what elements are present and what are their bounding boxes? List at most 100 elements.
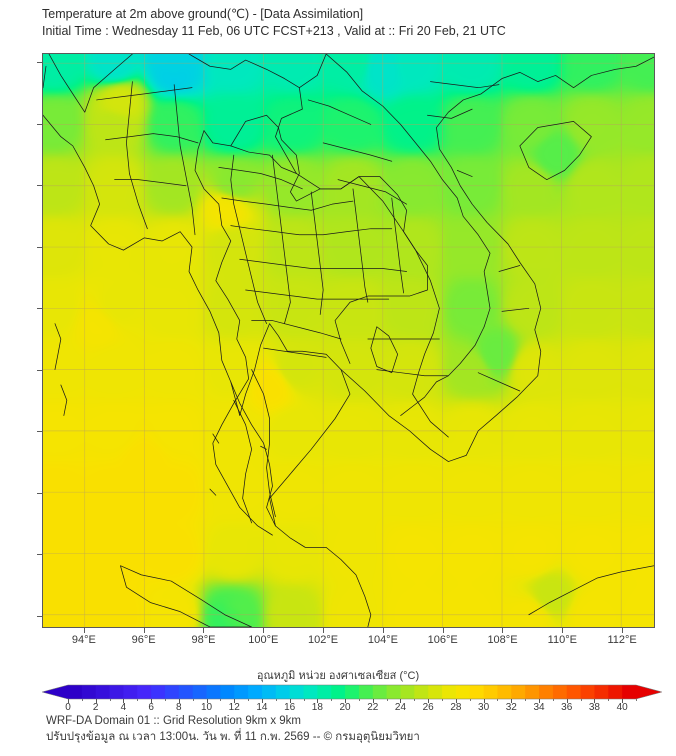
x-axis-tick-mark: [143, 628, 145, 633]
colorbar-tick-mark: [372, 699, 374, 703]
colorbar-minor-tick: [109, 699, 111, 701]
x-axis-tick-label: 112°E: [607, 634, 637, 646]
colorbar-minor-tick: [636, 699, 637, 701]
page-title: Temperature at 2m above ground(℃) - [Dat…: [42, 7, 364, 21]
colorbar-gradient: [42, 684, 662, 700]
colorbar-minor-tick: [552, 699, 554, 701]
colorbar-tick-label: 40: [616, 702, 628, 713]
colorbar-tick-label: 8: [176, 702, 182, 713]
y-axis-tick-mark: [37, 492, 42, 494]
temperature-heatmap-canvas: [43, 54, 654, 627]
y-axis-tick-mark: [37, 123, 42, 125]
colorbar-tick-mark: [234, 699, 236, 703]
colorbar-tick-mark: [428, 699, 430, 703]
footer-block: WRF-DA Domain 01 :: Grid Resolution 9km …: [46, 713, 646, 745]
colorbar-tick-label: 18: [311, 702, 323, 713]
x-axis-tick-label: 98°E: [191, 634, 216, 646]
x-axis-tick-mark: [323, 628, 325, 633]
x-axis-tick-label: 104°E: [367, 634, 398, 646]
colorbar-tick-label: 16: [284, 702, 296, 713]
colorbar-tick-mark: [345, 699, 347, 703]
colorbar-tick-label: 0: [65, 702, 71, 713]
colorbar-minor-tick: [608, 699, 610, 701]
colorbar-tick-mark: [68, 699, 69, 703]
colorbar-tick-label: 34: [533, 702, 545, 713]
colorbar-minor-tick: [303, 699, 305, 701]
x-axis-tick-mark: [83, 628, 85, 633]
colorbar-tick-label: 26: [422, 702, 434, 713]
x-axis-tick-label: 96°E: [131, 634, 156, 646]
colorbar-tick-label: 2: [92, 702, 99, 713]
chart-subtitle: Initial Time : Wednesday 11 Feb, 06 UTC …: [42, 24, 506, 38]
colorbar-minor-tick: [386, 699, 388, 701]
colorbar-tick-label: 22: [367, 702, 379, 713]
colorbar-tick-label: 14: [256, 702, 268, 713]
colorbar-tick-mark: [511, 699, 513, 703]
x-axis-tick-label: 94°E: [71, 634, 96, 646]
x-axis-tick-label: 100°E: [248, 634, 279, 646]
colorbar-tick-label: 12: [228, 702, 240, 713]
colorbar-tick-mark: [289, 699, 291, 703]
chart-title-block: Temperature at 2m above ground(℃) - [Dat…: [42, 6, 642, 40]
colorbar-minor-tick: [192, 699, 194, 701]
y-axis-tick-mark: [37, 554, 42, 556]
colorbar-minor-tick: [137, 699, 139, 701]
colorbar-tick-label: 38: [588, 702, 600, 713]
colorbar-tick-label: 28: [450, 702, 462, 713]
colorbar-minor-tick: [164, 699, 166, 701]
colorbar-minor-tick: [442, 699, 444, 701]
colorbar-tick-mark: [206, 699, 208, 703]
update-credit-line: ปรับปรุงข้อมูล ณ เวลา 13:00น. วัน พ. ที่…: [46, 731, 420, 743]
colorbar-tick-mark: [95, 699, 97, 703]
colorbar-tick-label: 36: [561, 702, 573, 713]
x-axis-tick-mark: [203, 628, 205, 633]
colorbar-tick-mark: [178, 699, 180, 703]
colorbar-minor-tick: [331, 699, 333, 701]
colorbar-tick-mark: [455, 699, 457, 703]
colorbar-tick-label: 30: [478, 702, 490, 713]
colorbar-tick-mark: [566, 699, 568, 703]
model-info-line: WRF-DA Domain 01 :: Grid Resolution 9km …: [46, 715, 301, 727]
x-axis-tick-mark: [263, 628, 265, 633]
colorbar-minor-tick: [469, 699, 471, 701]
colorbar-minor-tick: [414, 699, 416, 701]
y-axis-tick-mark: [37, 246, 42, 248]
colorbar-tick-mark: [151, 699, 153, 703]
colorbar-minor-tick: [525, 699, 527, 701]
x-axis-tick-label: 106°E: [427, 634, 458, 646]
colorbar[interactable]: [42, 683, 662, 701]
colorbar-tick-mark: [622, 699, 624, 703]
colorbar-minor-tick: [275, 699, 277, 701]
colorbar-tick-label: 4: [120, 702, 127, 713]
colorbar-tick-mark: [483, 699, 485, 703]
colorbar-tick-label: 32: [505, 702, 517, 713]
colorbar-tick-label: 24: [394, 702, 407, 713]
colorbar-minor-tick: [358, 699, 360, 701]
y-axis-tick-mark: [37, 431, 42, 433]
colorbar-tick-mark: [539, 699, 541, 703]
colorbar-minor-tick: [248, 699, 250, 701]
x-axis-tick-mark: [382, 628, 384, 633]
colorbar-tick-label: 6: [148, 702, 154, 713]
colorbar-tick-label: 10: [200, 702, 213, 713]
colorbar-tick-mark: [594, 699, 596, 703]
colorbar-tick-mark: [261, 699, 263, 703]
x-axis-tick-mark: [622, 628, 624, 633]
colorbar-minor-tick: [580, 699, 582, 701]
colorbar-tick-mark: [123, 699, 125, 703]
colorbar-minor-tick: [497, 699, 499, 701]
y-axis-tick-mark: [37, 308, 42, 310]
x-axis-tick-mark: [562, 628, 564, 633]
colorbar-minor-tick: [81, 699, 83, 701]
x-axis-tick-label: 102°E: [308, 634, 339, 646]
x-axis-tick-mark: [442, 628, 444, 633]
x-axis-tick-mark: [502, 628, 504, 633]
x-axis-tick-label: 108°E: [487, 634, 518, 646]
y-axis-tick-mark: [37, 62, 42, 64]
colorbar-tick-mark: [400, 699, 402, 703]
colorbar-tick-mark: [317, 699, 319, 703]
colorbar-title: อุณหภูมิ หน่วย องศาเซลเซียส (°C): [256, 670, 420, 682]
x-axis-tick-label: 110°E: [547, 634, 577, 646]
temperature-map-plot: [42, 53, 655, 628]
colorbar-minor-tick: [220, 699, 222, 701]
